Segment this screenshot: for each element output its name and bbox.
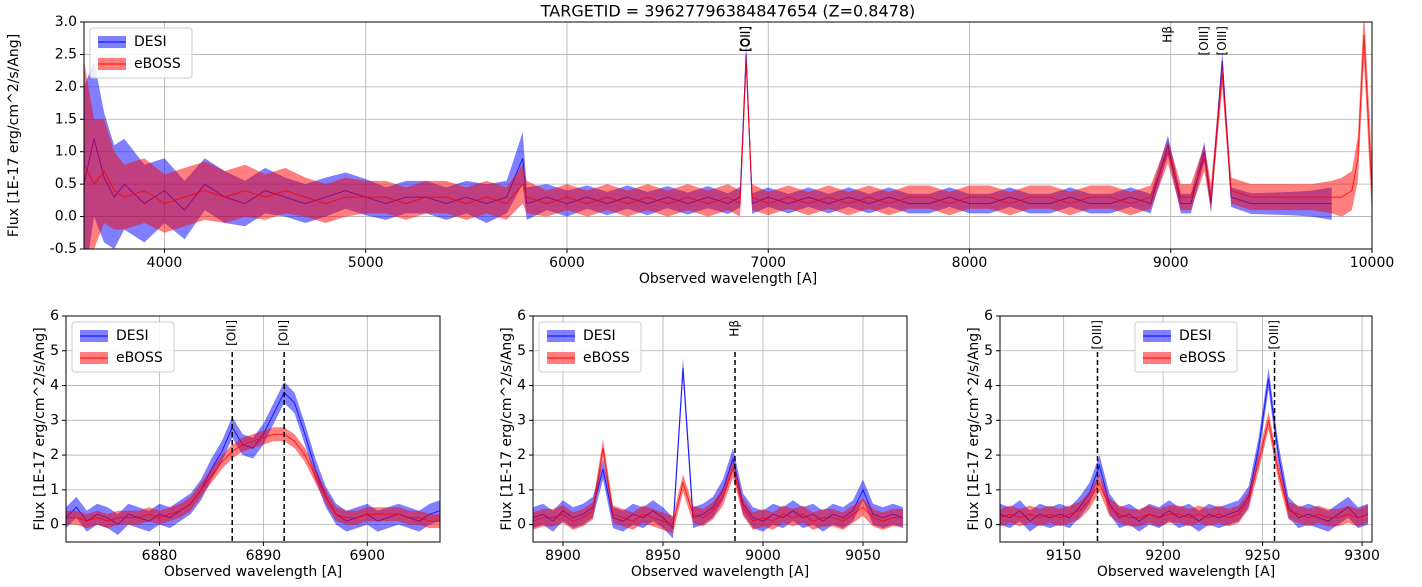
y-tick-label: -0.5 <box>50 241 77 257</box>
legend-label: eBOSS <box>116 350 163 366</box>
emission-label: [OIII] <box>1215 26 1229 55</box>
y-tick-label: 5 <box>984 343 993 359</box>
y-tick-label: 3.0 <box>55 14 77 30</box>
y-tick-label: 2.0 <box>55 79 77 95</box>
y-tick-label: 3 <box>50 412 59 428</box>
emission-label: [OII] <box>738 26 752 52</box>
error-band <box>66 382 440 536</box>
spectrum-line <box>1000 378 1369 522</box>
x-tick-label: 8900 <box>545 548 581 564</box>
plot-area <box>66 382 440 536</box>
x-tick-label: 9200 <box>1145 548 1181 564</box>
x-axis-label: Observed wavelength [A] <box>631 564 809 580</box>
x-tick-label: 9000 <box>1153 255 1189 271</box>
chart-title: TARGETID = 39627796384847654 (Z=0.8478) <box>540 2 915 21</box>
y-tick-label: 4 <box>984 378 993 394</box>
y-tick-label: 3 <box>517 412 526 428</box>
emission-label: Hβ <box>728 320 742 337</box>
x-tick-label: 9300 <box>1344 548 1380 564</box>
plot-frame <box>65 315 441 543</box>
x-tick-label: 5000 <box>348 255 384 271</box>
x-axis-label: Observed wavelength [A] <box>1097 564 1275 580</box>
y-tick-label: 2 <box>50 447 59 463</box>
x-axis-label: Observed wavelength [A] <box>164 564 342 580</box>
y-tick-label: 6 <box>50 308 59 324</box>
legend-label: eBOSS <box>134 56 181 72</box>
y-tick-label: 0 <box>984 517 993 533</box>
plot-frame <box>999 315 1373 543</box>
x-tick-label: 8950 <box>645 548 681 564</box>
x-tick-label: 6890 <box>246 548 282 564</box>
y-axis-label: Flux [1E-17 erg/cm^2/s/Ang] <box>966 327 982 530</box>
y-tick-label: 2.5 <box>55 46 77 62</box>
legend-label: eBOSS <box>583 350 630 366</box>
error-band <box>66 427 440 529</box>
x-tick-label: 6880 <box>142 548 178 564</box>
legend-label: DESI <box>116 328 149 344</box>
y-tick-label: 3 <box>984 412 993 428</box>
x-tick-label: 6000 <box>549 255 585 271</box>
spectrum-line <box>84 34 1372 205</box>
y-tick-label: 1 <box>50 482 59 498</box>
y-axis-label: Flux [1E-17 erg/cm^2/s/Ang] <box>499 327 515 530</box>
y-tick-label: 1 <box>984 482 993 498</box>
error-band <box>1000 411 1369 527</box>
emission-label: [OII] <box>739 26 753 52</box>
plot-area <box>1000 368 1369 532</box>
y-tick-label: 6 <box>984 308 993 324</box>
plot-area <box>84 22 1372 249</box>
emission-label: [OII] <box>277 320 291 346</box>
y-tick-label: 1 <box>517 482 526 498</box>
error-band <box>533 439 903 534</box>
y-tick-label: 5 <box>517 343 526 359</box>
x-axis-label: Observed wavelength [A] <box>639 271 817 287</box>
emission-label: [OII] <box>225 320 239 346</box>
emission-label: [OIII] <box>1197 26 1211 55</box>
emission-label: [OIII] <box>1090 320 1104 349</box>
emission-label: [OIII] <box>1267 320 1281 349</box>
spectrum-line <box>1000 420 1369 519</box>
x-tick-label: 6900 <box>349 548 385 564</box>
y-tick-label: 0 <box>517 517 526 533</box>
y-tick-label: 1.0 <box>55 144 77 160</box>
legend-label: DESI <box>134 34 167 50</box>
plot-area <box>533 357 904 539</box>
y-tick-label: 2 <box>984 447 993 463</box>
spectrum-line <box>66 433 440 522</box>
error-band <box>84 41 1332 249</box>
x-tick-label: 9250 <box>1245 548 1281 564</box>
x-tick-label: 9000 <box>745 548 781 564</box>
y-axis-label: Flux [1E-17 erg/cm^2/s/Ang] <box>6 34 22 237</box>
legend-label: DESI <box>583 328 616 344</box>
y-tick-label: 0.5 <box>55 176 77 192</box>
legend-label: DESI <box>1179 328 1212 344</box>
x-tick-label: 10000 <box>1350 255 1395 271</box>
y-tick-label: 5 <box>50 343 59 359</box>
y-tick-label: 4 <box>517 378 526 394</box>
y-tick-label: 0 <box>50 517 59 533</box>
plot-frame <box>532 315 908 543</box>
y-tick-label: 6 <box>517 308 526 324</box>
x-tick-label: 9050 <box>845 548 881 564</box>
emission-label: Hβ <box>1160 26 1174 43</box>
legend-label: eBOSS <box>1179 350 1226 366</box>
y-tick-label: 1.5 <box>55 111 77 127</box>
x-tick-label: 9150 <box>1046 548 1082 564</box>
y-tick-label: 4 <box>50 378 59 394</box>
error-band <box>1000 368 1369 532</box>
y-tick-label: 2 <box>517 447 526 463</box>
plot-frame <box>83 21 1373 250</box>
x-tick-label: 7000 <box>750 255 786 271</box>
y-tick-label: 0.0 <box>55 209 77 225</box>
spectrum-line <box>533 448 903 526</box>
x-tick-label: 8000 <box>952 255 988 271</box>
x-tick-label: 4000 <box>147 255 183 271</box>
error-band <box>84 22 1372 249</box>
y-axis-label: Flux [1E-17 erg/cm^2/s/Ang] <box>32 327 48 530</box>
